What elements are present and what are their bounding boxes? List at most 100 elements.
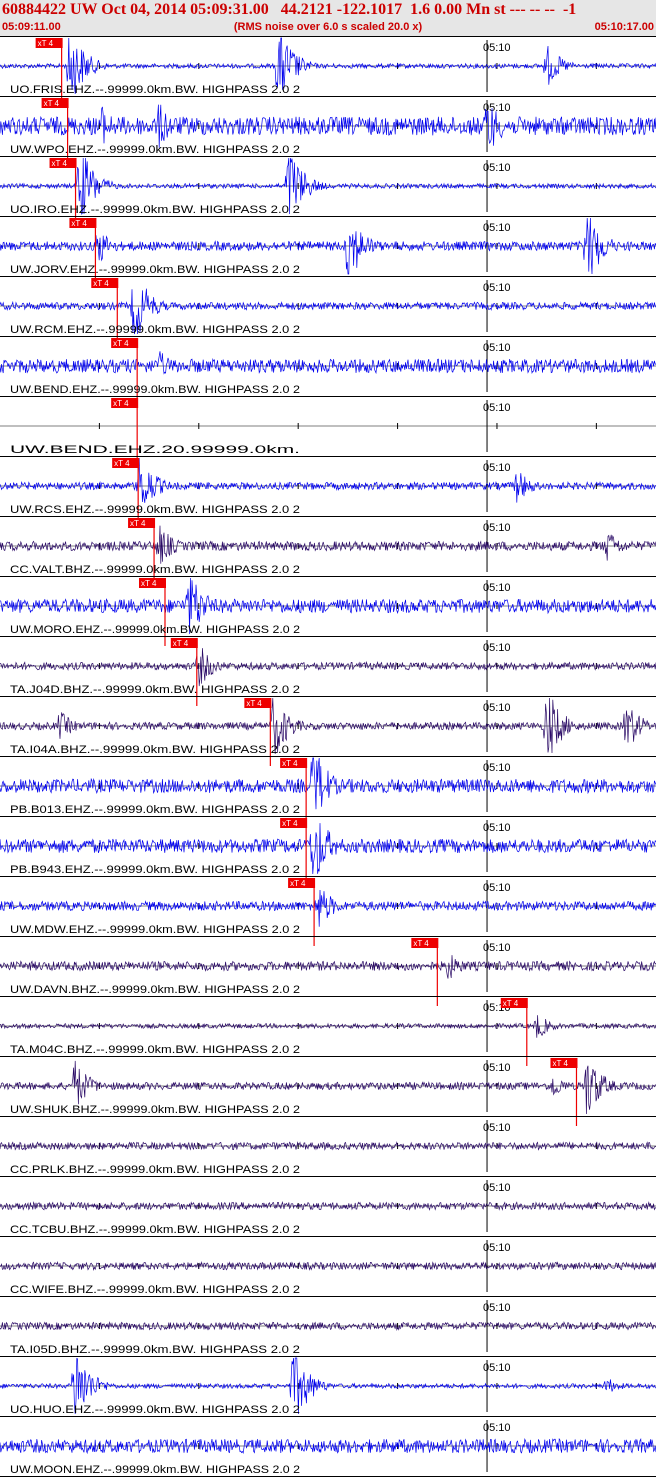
minute-marker-label: 05:10 — [483, 102, 511, 114]
minute-marker-label: 05:10 — [483, 1122, 511, 1134]
pick-label: xT 4 — [113, 339, 129, 348]
trace-row: 05:10 xT 4 UO.FRIS.EHZ.--.99999.0km.BW. HI… — [0, 36, 656, 106]
trace-row: 05:10 xT 4 UW.MDW.EHZ.--.99999.0km.BW. HIG… — [0, 876, 656, 946]
pick-flag — [41, 98, 69, 108]
pick-flag — [244, 698, 272, 708]
trace-row: 05:10 xT 4 UW.BEND.EHZ.--.99999.0km.BW. HI… — [0, 336, 656, 406]
station-label: UW.SHUK.BHZ.--.99999.0km.BW. HIGHPASS 2.… — [10, 1104, 300, 1116]
pick-flag — [411, 938, 439, 948]
trace-row: 05:10 CC.TCBU.BHZ.--.99999.0km.BW. HIGHPA… — [0, 1176, 656, 1236]
pick-label: xT 4 — [44, 99, 60, 108]
trace-row: 05:10 xT 4 TA.I04A.BHZ.--.99999.0km.BW. HI… — [0, 696, 656, 766]
header-bar: 60884422 UW Oct 04, 2014 05:09:31.00 44.… — [0, 0, 656, 36]
trace-row: 05:10 xT 4 UW.MORO.EHZ.--.99999.0km.BW. HI… — [0, 576, 656, 646]
station-label: UW.DAVN.BHZ.--.99999.0km.BW. HIGHPASS 2.… — [10, 984, 300, 996]
station-label: TA.I05D.BHZ.--.99999.0km.BW. HIGHPASS 2.… — [10, 1344, 300, 1356]
seismogram-svg: 05:10 xT 4 UO.FRIS.EHZ.--.99999.0km.BW. HI… — [0, 36, 656, 1477]
station-label: CC.WIFE.BHZ.--.99999.0km.BW. HIGHPASS 2.… — [10, 1284, 300, 1296]
waveform — [0, 955, 656, 979]
waveform — [0, 288, 656, 335]
trace-row: 05:10 UO.HUO.EHZ.--.99999.0km.BW. HIGHPAS… — [0, 1356, 656, 1416]
pick-flag — [280, 758, 308, 768]
trace-row: 05:10 xT 4 UW.RCM.EHZ.--.99999.0km.BW. HIG… — [0, 276, 656, 346]
trace-row: 05:10 xT 4 CC.VALT.BHZ.--.99999.0km.BW. HI… — [0, 516, 656, 586]
trace-row: 05:10 xT 4 UO.IRO.EHZ.--.99999.0km.BW. HIG… — [0, 156, 656, 226]
station-label: CC.PRLK.BHZ.--.99999.0km.BW. HIGHPASS 2.… — [10, 1164, 300, 1176]
pick-label: xT 4 — [282, 819, 298, 828]
pick-flag — [111, 398, 139, 408]
pick-label: xT 4 — [282, 759, 298, 768]
station-label: TA.J04D.BHZ.--.99999.0km.BW. HIGHPASS 2.… — [10, 684, 300, 696]
station-label: UW.BEND.EHZ.20.99999.0km. — [10, 444, 300, 456]
station-label: UW.MOON.EHZ.--.99999.0km.BW. HIGHPASS 2.… — [10, 1464, 300, 1476]
minute-marker-label: 05:10 — [483, 1422, 511, 1434]
minute-marker-label: 05:10 — [483, 42, 511, 54]
minute-marker-label: 05:10 — [483, 942, 511, 954]
trace-row: 05:10 xT 4 UW.BEND.EHZ.20.99999.0km. — [0, 396, 656, 466]
station-label: CC.TCBU.BHZ.--.99999.0km.BW. HIGHPASS 2.… — [10, 1224, 300, 1236]
pick-flag — [35, 38, 63, 48]
minute-marker-label: 05:10 — [483, 162, 511, 174]
pick-flag — [280, 818, 308, 828]
pick-label: xT 4 — [290, 879, 306, 888]
minute-marker-label: 05:10 — [483, 822, 511, 834]
station-label: CC.VALT.BHZ.--.99999.0km.BW. HIGHPASS 2.… — [10, 564, 300, 576]
pick-flag — [550, 1058, 578, 1068]
waveform — [0, 525, 656, 564]
pick-flag — [138, 578, 166, 588]
waveform — [0, 1357, 656, 1415]
pick-label: xT 4 — [552, 1059, 568, 1068]
waveform — [0, 104, 656, 148]
trace-row: 05:10 xT 4 UW.RCS.EHZ.--.99999.0km.BW. HIG… — [0, 456, 656, 526]
trace-row: 05:10 xT 4 PB.B943.EHZ.--.99999.0km.BW. HI… — [0, 816, 656, 886]
waveform — [0, 889, 656, 927]
pick-label: xT 4 — [113, 399, 129, 408]
pick-label: xT 4 — [93, 279, 109, 288]
trace-row: 05:10 xT 4 UW.SHUK.BHZ.--.99999.0km.BW. HI… — [0, 1056, 656, 1126]
station-label: PB.B943.EHZ.--.99999.0km.BW. HIGHPASS 2.… — [10, 864, 300, 876]
minute-marker-label: 05:10 — [483, 1062, 511, 1074]
trace-row: 05:10 xT 4 UW.JORV.EHZ.--.99999.0km.BW. HI… — [0, 216, 656, 286]
minute-marker-label: 05:10 — [483, 522, 511, 534]
pick-flag — [111, 338, 139, 348]
pick-label: xT 4 — [114, 459, 130, 468]
station-label: UO.HUO.EHZ.--.99999.0km.BW. HIGHPASS 2.0… — [10, 1404, 300, 1416]
minute-marker-label: 05:10 — [483, 582, 511, 594]
start-time-label: 05:09:11.00 — [2, 21, 61, 33]
waveform — [0, 648, 656, 687]
pick-label: xT 4 — [173, 639, 189, 648]
minute-marker-label: 05:10 — [483, 762, 511, 774]
waveform — [0, 217, 656, 275]
end-time-label: 05:10:17.00 — [594, 21, 654, 33]
pick-flag — [288, 878, 316, 888]
minute-marker-label: 05:10 — [483, 222, 511, 234]
pick-flag — [170, 638, 198, 648]
waveform — [0, 1060, 656, 1115]
station-label: UW.BEND.EHZ.--.99999.0km.BW. HIGHPASS 2.… — [10, 384, 300, 396]
pick-label: xT 4 — [503, 999, 519, 1008]
minute-marker-label: 05:10 — [483, 1362, 511, 1374]
waveform — [0, 1015, 656, 1038]
pick-label: xT 4 — [413, 939, 429, 948]
pick-label: xT 4 — [246, 699, 262, 708]
trace-row: 05:10 UW.MOON.EHZ.--.99999.0km.BW. HIGHPA… — [0, 1416, 656, 1476]
station-label: UO.FRIS.EHZ.--.99999.0km.BW. HIGHPASS 2.… — [10, 84, 300, 96]
waveform — [0, 1201, 656, 1211]
waveform — [0, 157, 656, 215]
waveform — [0, 757, 656, 810]
waveform — [0, 1321, 656, 1331]
trace-row: 05:10 CC.WIFE.BHZ.--.99999.0km.BW. HIGHPA… — [0, 1236, 656, 1296]
minute-marker-label: 05:10 — [483, 282, 511, 294]
pick-flag — [49, 158, 77, 168]
event-title: 60884422 UW Oct 04, 2014 05:09:31.00 44.… — [2, 1, 577, 18]
station-label: UW.MORO.EHZ.--.99999.0km.BW. HIGHPASS 2.… — [10, 624, 300, 636]
pick-flag — [128, 518, 156, 528]
minute-marker-label: 05:10 — [483, 462, 511, 474]
station-label: UW.WPO.EHZ.--.99999.0km.BW. HIGHPASS 2.0… — [10, 144, 300, 156]
trace-row: 05:10 xT 4 PB.B013.EHZ.--.99999.0km.BW. HI… — [0, 756, 656, 826]
pick-label: xT 4 — [38, 39, 54, 48]
waveform — [0, 1141, 656, 1151]
trace-row: 05:10 xT 4 UW.WPO.EHZ.--.99999.0km.BW. HIG… — [0, 96, 656, 166]
trace-row: 05:10 xT 4 TA.J04D.BHZ.--.99999.0km.BW. HI… — [0, 636, 656, 706]
